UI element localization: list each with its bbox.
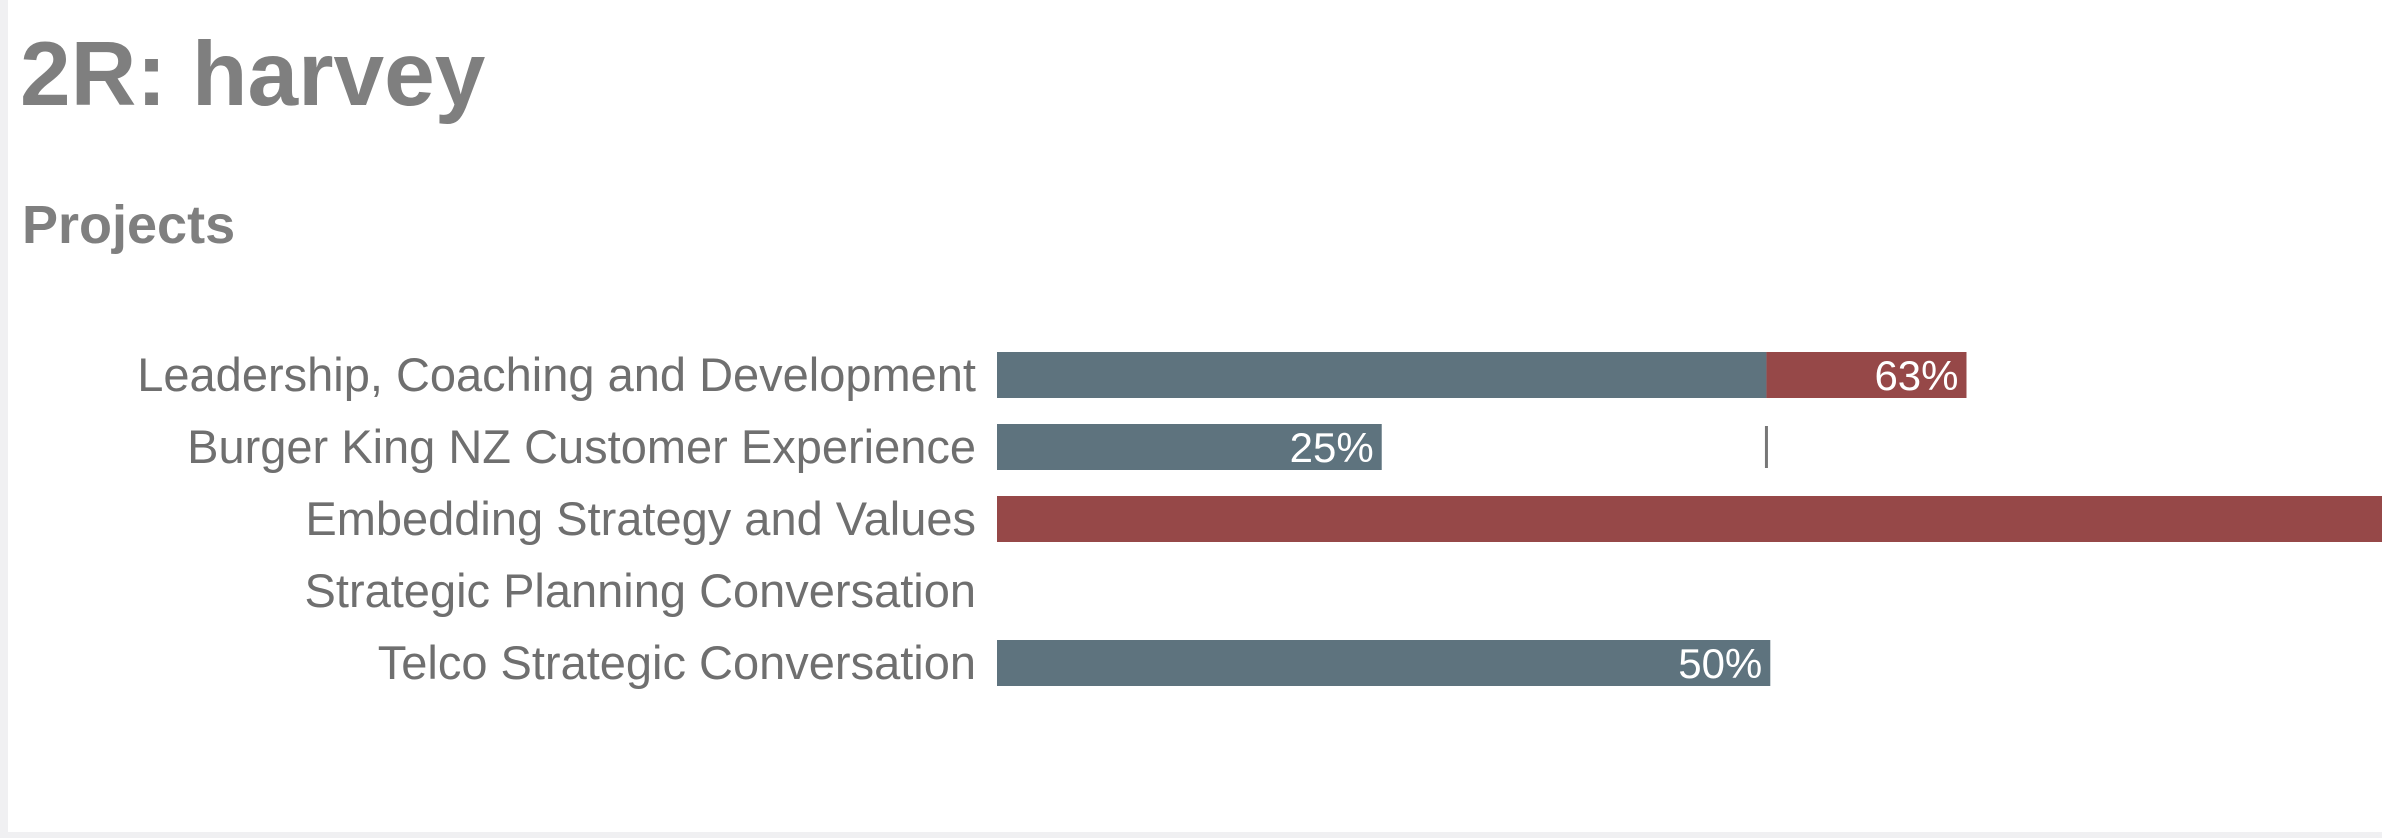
category-label: Burger King NZ Customer Experience <box>187 420 976 473</box>
section-title: Projects <box>22 195 236 255</box>
progress-bar <box>997 640 1771 686</box>
remaining-bar <box>1766 352 1967 398</box>
progress-bar <box>997 352 1767 398</box>
category-label: Embedding Strategy and Values <box>305 492 976 545</box>
category-label: Telco Strategic Conversation <box>378 636 976 689</box>
category-label: Leadership, Coaching and Development <box>137 348 976 401</box>
bar-value-label: 25% <box>1290 424 1374 471</box>
bar-value-label: 50% <box>1678 640 1762 687</box>
dashboard-panel: 2R: harvey Projects Leadership, Coaching… <box>8 0 2382 832</box>
remaining-bar <box>997 496 2382 542</box>
bar-value-label: 63% <box>1874 352 1958 399</box>
progress-bar <box>997 424 1382 470</box>
category-label: Strategic Planning Conversation <box>305 564 976 617</box>
page-title: 2R: harvey <box>20 24 486 125</box>
projects-bar-chart: Leadership, Coaching and Development 63% B… <box>137 348 2382 689</box>
